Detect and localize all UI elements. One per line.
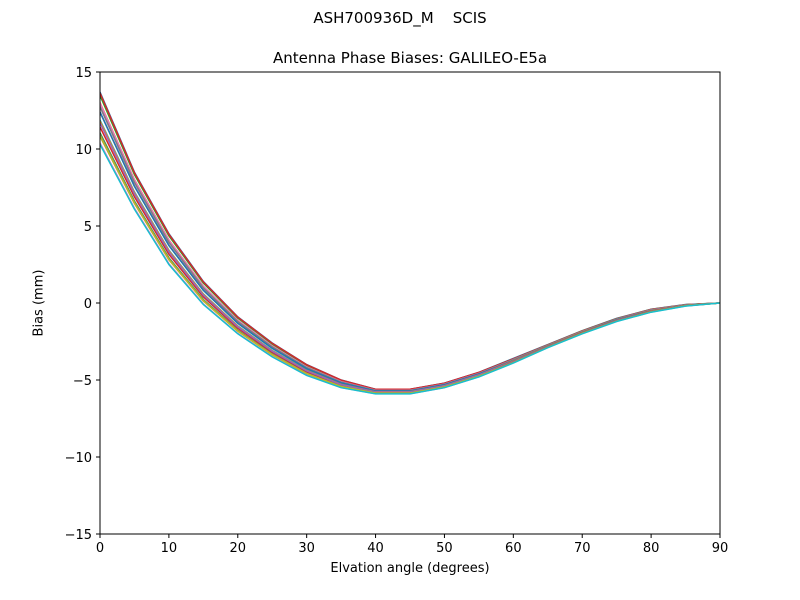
x-tick-label: 20 bbox=[230, 541, 247, 556]
x-axis-label: Elvation angle (degrees) bbox=[330, 561, 490, 576]
bias-lines bbox=[100, 91, 720, 395]
x-tick-label: 40 bbox=[367, 541, 384, 556]
bias-series-line bbox=[100, 135, 720, 394]
bias-series-line bbox=[100, 95, 720, 391]
y-tick-label: 0 bbox=[84, 297, 92, 312]
bias-series-line bbox=[100, 122, 720, 393]
bias-series-line bbox=[100, 133, 720, 394]
bias-series-line bbox=[100, 144, 720, 395]
x-tick-label: 70 bbox=[574, 541, 591, 556]
x-tick-label: 50 bbox=[436, 541, 453, 556]
bias-series-line bbox=[100, 106, 720, 392]
axes-frame bbox=[99, 71, 721, 535]
x-tick-label: 60 bbox=[505, 541, 522, 556]
x-tick-label: 0 bbox=[96, 541, 104, 556]
bias-series-line bbox=[100, 111, 720, 392]
bias-series-line bbox=[100, 120, 720, 393]
y-tick-label: −5 bbox=[73, 374, 92, 389]
bias-series-line bbox=[100, 135, 720, 394]
x-tick-label: 30 bbox=[298, 541, 315, 556]
x-tick-label: 80 bbox=[643, 541, 660, 556]
y-axis-ticks: −15 −10 −5 0 5 10 15 bbox=[65, 66, 100, 543]
x-axis-ticks: 0 10 20 30 40 50 60 70 80 90 bbox=[96, 534, 728, 556]
bias-series-line bbox=[100, 106, 720, 392]
y-tick-label: −10 bbox=[65, 451, 92, 466]
y-tick-label: −15 bbox=[65, 528, 92, 543]
y-tick-label: 10 bbox=[75, 143, 92, 158]
bias-series-line bbox=[100, 120, 720, 393]
bias-series-line bbox=[100, 111, 720, 392]
figure-suptitle: ASH700936D_M SCIS bbox=[313, 9, 487, 27]
chart-title: Antenna Phase Biases: GALILEO-E5a bbox=[272, 49, 548, 67]
bias-series-line bbox=[100, 102, 720, 391]
bias-series-line bbox=[100, 102, 720, 391]
bias-series-line bbox=[100, 132, 720, 394]
y-tick-label: 15 bbox=[75, 66, 92, 81]
x-tick-label: 10 bbox=[161, 541, 178, 556]
bias-series-line bbox=[100, 92, 720, 391]
y-tick-label: 5 bbox=[84, 220, 92, 235]
bias-series-line bbox=[100, 91, 720, 390]
x-tick-label: 90 bbox=[712, 541, 729, 556]
bias-series-line bbox=[100, 119, 720, 393]
bias-series-line bbox=[100, 126, 720, 394]
